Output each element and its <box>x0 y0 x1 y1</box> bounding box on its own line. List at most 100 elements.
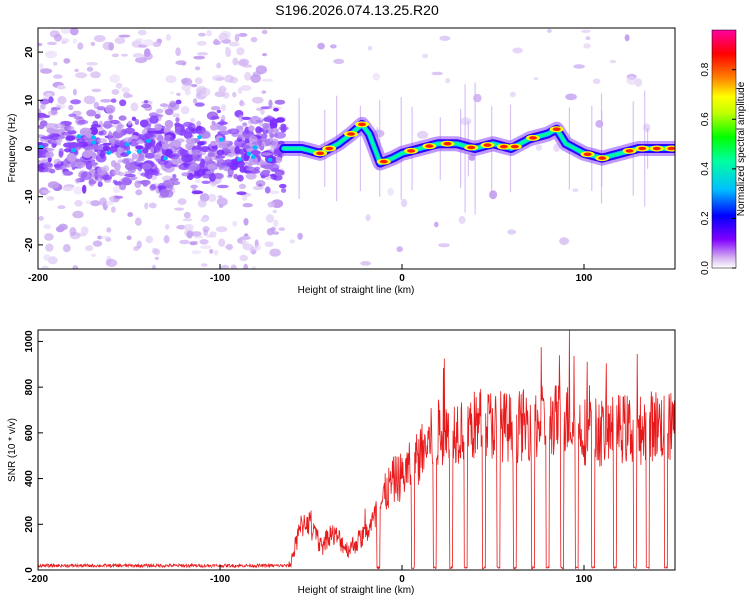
noise-blob <box>401 198 408 208</box>
band-hotspot <box>70 148 76 153</box>
band-blob <box>88 126 98 136</box>
noise-blob <box>69 226 77 236</box>
band-blob <box>215 155 226 159</box>
band-blob <box>94 171 99 180</box>
noise-blob <box>153 248 161 256</box>
noise-blob <box>180 78 189 84</box>
noise-blob <box>60 28 71 34</box>
noise-blob <box>111 206 116 213</box>
band-blob <box>250 115 261 125</box>
noise-blob <box>72 88 77 96</box>
band-blob <box>188 162 201 172</box>
band-blob <box>267 137 273 142</box>
band-blob <box>238 114 244 122</box>
band-blob <box>248 135 258 143</box>
noise-blob <box>243 263 249 269</box>
noise-blob <box>201 263 208 267</box>
noise-blob <box>47 256 58 265</box>
band-blob <box>88 178 95 187</box>
band-blob <box>216 125 227 131</box>
noise-blob <box>228 41 240 47</box>
ridge-peak <box>510 144 519 149</box>
noise-blob <box>365 214 371 222</box>
noise-blob <box>145 235 154 244</box>
noise-blob <box>512 47 523 54</box>
band-blob <box>82 184 87 194</box>
noise-blob <box>163 235 170 244</box>
band-blob <box>121 176 131 186</box>
noise-blob <box>270 226 276 232</box>
noise-blob <box>85 245 94 252</box>
noise-blob <box>91 253 96 257</box>
band-blob <box>209 124 219 131</box>
band-blob <box>197 130 202 134</box>
spectrogram-x-label: Height of straight line (km) <box>298 285 415 296</box>
ridge-peak <box>467 145 476 150</box>
noise-blob <box>111 53 119 58</box>
noise-blob <box>70 28 79 36</box>
band-blob <box>271 168 280 173</box>
band-blob <box>164 134 173 142</box>
band-blob <box>77 119 89 125</box>
noise-blob <box>209 231 217 238</box>
band-blob <box>134 180 142 189</box>
noise-blob <box>152 41 161 48</box>
band-blob <box>234 160 245 168</box>
band-blob <box>261 169 271 175</box>
noise-blob <box>176 224 187 230</box>
band-blob <box>208 172 216 182</box>
noise-blob <box>214 249 219 256</box>
band-blob <box>97 181 103 188</box>
band-blob <box>58 150 64 158</box>
band-blob <box>103 120 112 129</box>
noise-blob <box>174 207 185 211</box>
noise-blob <box>439 35 451 41</box>
noise-blob <box>90 71 101 79</box>
noise-blob <box>278 227 286 232</box>
band-blob <box>274 99 286 105</box>
y-tick-label: 600 <box>24 424 35 441</box>
noise-blob <box>243 218 249 226</box>
band-blob <box>255 126 262 134</box>
band-blob <box>102 142 112 146</box>
x-tick-label: -200 <box>28 574 48 585</box>
band-blob <box>145 170 153 180</box>
noise-blob <box>241 196 248 201</box>
band-hotspot <box>136 149 142 154</box>
noise-blob <box>572 188 579 193</box>
band-blob <box>169 152 180 160</box>
ridge-peak <box>667 146 675 151</box>
band-blob <box>82 150 93 158</box>
noise-blob <box>121 53 128 57</box>
band-blob <box>85 160 93 170</box>
band-blob <box>112 179 118 184</box>
noise-blob <box>206 29 212 37</box>
noise-blob <box>238 183 247 189</box>
band-blob <box>114 195 124 199</box>
noise-blob <box>269 190 280 195</box>
noise-blob <box>438 243 450 248</box>
colorbar-label: Normalized spectral amplitude <box>736 81 747 216</box>
noise-blob <box>190 117 196 123</box>
x-tick-label: -100 <box>210 273 230 284</box>
noise-blob <box>191 250 202 255</box>
noise-blob <box>509 91 516 98</box>
noise-blob <box>111 89 120 95</box>
band-blob <box>227 128 240 135</box>
band-blob <box>196 125 203 131</box>
noise-blob <box>581 29 591 33</box>
band-blob <box>236 191 247 195</box>
band-blob <box>116 150 123 159</box>
noise-blob <box>272 209 278 214</box>
band-blob <box>268 99 273 109</box>
band-blob <box>141 103 152 109</box>
noise-blob <box>225 46 230 52</box>
noise-blob <box>194 178 201 184</box>
noise-blob <box>267 201 275 208</box>
band-blob <box>96 106 106 111</box>
noise-blob <box>175 47 181 57</box>
noise-blob <box>170 91 174 95</box>
band-blob <box>239 166 246 173</box>
band-blob <box>108 130 113 139</box>
band-blob <box>76 138 85 144</box>
